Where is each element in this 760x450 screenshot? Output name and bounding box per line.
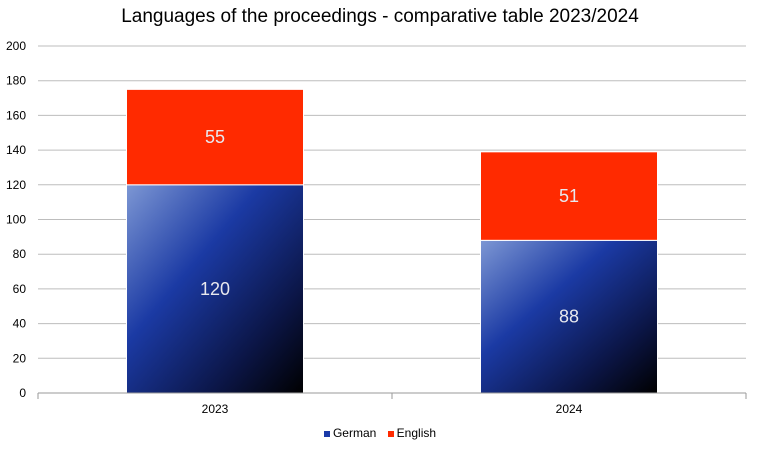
y-tick-label: 20	[13, 351, 27, 365]
bar-english-2023	[126, 88, 304, 186]
y-tick-label: 160	[6, 108, 26, 122]
y-tick-label: 200	[6, 39, 26, 53]
bars: 120 55 88 51	[126, 88, 658, 394]
x-tick-label: 2024	[556, 402, 583, 416]
data-label: 51	[559, 186, 579, 206]
y-tick-label: 140	[6, 143, 26, 157]
legend: German English	[0, 426, 760, 440]
data-label: 55	[205, 127, 225, 147]
bar-english-2024	[480, 151, 658, 241]
data-label: 120	[200, 279, 230, 299]
y-tick-label: 40	[13, 317, 27, 331]
y-tick-label: 120	[6, 178, 26, 192]
bar-german-2023	[126, 184, 304, 394]
x-tick-label: 2023	[202, 402, 229, 416]
legend-label-german: German	[332, 426, 377, 440]
y-tick-label: 80	[13, 247, 27, 261]
legend-swatch-english	[387, 430, 394, 437]
y-tick-label: 180	[6, 74, 26, 88]
y-tick-label: 60	[13, 282, 27, 296]
legend-item-german: German	[323, 426, 377, 440]
y-axis: 0 20 40 60 80 100 120 140 160 180 200	[6, 39, 26, 400]
data-label: 88	[559, 307, 579, 327]
y-tick-label: 0	[19, 386, 26, 400]
y-tick-label: 100	[6, 213, 26, 227]
x-axis: 2023 2024	[37, 392, 747, 416]
chart-title: Languages of the proceedings - comparati…	[121, 6, 639, 27]
legend-swatch-german	[323, 430, 330, 437]
legend-item-english: English	[387, 426, 437, 440]
legend-label-english: English	[396, 426, 437, 440]
